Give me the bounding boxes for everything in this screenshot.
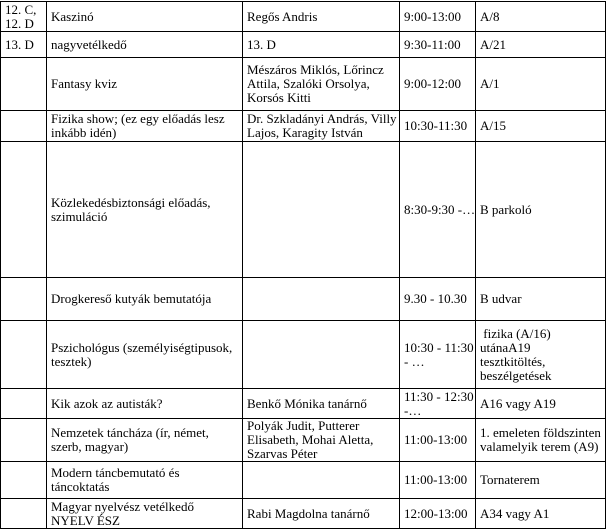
cell-people: 13. D: [242, 31, 400, 58]
cell-group: [0, 498, 47, 529]
cell-group: [0, 110, 47, 142]
cell-location: B udvar: [475, 277, 606, 321]
cell-people: Mészáros Miklós, Lőrincz Attila, Szalóki…: [242, 57, 400, 111]
table-row: Pszichológus (személyiségtipusok, teszte…: [0, 320, 606, 389]
cell-activity: Pszichológus (személyiségtipusok, teszte…: [46, 320, 243, 389]
cell-group: 12. C, 12. D: [0, 1, 47, 32]
table-row: 12. C, 12. D Kaszinó Regős Andris 9:00-1…: [0, 1, 606, 32]
cell-people: Rabi Magdolna tanárnő: [242, 498, 400, 529]
cell-people: Polyák Judit, Putterer Elisabeth, Mohai …: [242, 418, 400, 462]
cell-time: 9:00-12:00: [399, 57, 476, 111]
cell-group: [0, 57, 47, 111]
cell-activity: Közlekedésbiztonsági előadás, szimuláció: [46, 141, 243, 278]
cell-location: Tornaterem: [475, 461, 606, 499]
cell-location: A/8: [475, 1, 606, 32]
cell-people: Regős Andris: [242, 1, 400, 32]
cell-group: 13. D: [0, 31, 47, 58]
table-row: Magyar nyelvész vetélkedő NYELV ÉSZ Rabi…: [0, 498, 606, 529]
cell-activity: Fizika show; (ez egy előadás lesz inkább…: [46, 110, 243, 142]
cell-activity: Fantasy kviz: [46, 57, 243, 111]
cell-activity: Drogkereső kutyák bemutatója: [46, 277, 243, 321]
cell-people: [242, 277, 400, 321]
table-row: Fantasy kviz Mészáros Miklós, Lőrincz At…: [0, 57, 606, 111]
cell-location: 1. emeleten földszinten valamelyik terem…: [475, 418, 606, 462]
cell-time: 9.30 - 10.30: [399, 277, 476, 321]
cell-people: Benkő Mónika tanárnő: [242, 388, 400, 419]
cell-group: [0, 461, 47, 499]
cell-group: [0, 320, 47, 389]
table-row: Fizika show; (ez egy előadás lesz inkább…: [0, 110, 606, 142]
cell-time: 8:30-9:30 -…: [399, 141, 476, 278]
cell-activity: Magyar nyelvész vetélkedő NYELV ÉSZ: [46, 498, 243, 529]
cell-people: [242, 461, 400, 499]
cell-group: [0, 418, 47, 462]
table-row: 13. D nagyvetélkedő 13. D 9:30-11:00 A/2…: [0, 31, 606, 58]
cell-group: [0, 141, 47, 278]
cell-time: 11:00-13:00: [399, 461, 476, 499]
cell-time: 9:30-11:00: [399, 31, 476, 58]
cell-location: A/21: [475, 31, 606, 58]
cell-time: 9:00-13:00: [399, 1, 476, 32]
cell-location: A/1: [475, 57, 606, 111]
table-row: Kik azok az autisták? Benkő Mónika tanár…: [0, 388, 606, 419]
cell-activity: Kaszinó: [46, 1, 243, 32]
cell-people: Dr. Szkladányi András, Villy Lajos, Kara…: [242, 110, 400, 142]
table-row: Nemzetek táncháza (ír, német, szerb, mag…: [0, 418, 606, 462]
cell-group: [0, 277, 47, 321]
cell-location: fizika (A/16) utánaA19 tesztkitöltés, be…: [475, 320, 606, 389]
cell-activity: Nemzetek táncháza (ír, német, szerb, mag…: [46, 418, 243, 462]
cell-location: A/15: [475, 110, 606, 142]
cell-people: [242, 320, 400, 389]
cell-activity: Modern táncbemutató és táncoktatás: [46, 461, 243, 499]
cell-time: 11:00-13:00: [399, 418, 476, 462]
cell-activity: nagyvetélkedő: [46, 31, 243, 58]
cell-time: 10:30-11:30: [399, 110, 476, 142]
cell-location: B parkoló: [475, 141, 606, 278]
cell-location: A16 vagy A19: [475, 388, 606, 419]
cell-group: [0, 388, 47, 419]
table-row: Közlekedésbiztonsági előadás, szimuláció…: [0, 141, 606, 278]
cell-location: A34 vagy A1: [475, 498, 606, 529]
cell-activity: Kik azok az autisták?: [46, 388, 243, 419]
cell-time: 11:30 - 12:30 -…: [399, 388, 476, 419]
cell-time: 10:30 - 11:30 - …: [399, 320, 476, 389]
cell-people: [242, 141, 400, 278]
table-row: Modern táncbemutató és táncoktatás 11:00…: [0, 461, 606, 499]
table-row: Drogkereső kutyák bemutatója 9.30 - 10.3…: [0, 277, 606, 321]
cell-time: 12:00-13:00: [399, 498, 476, 529]
